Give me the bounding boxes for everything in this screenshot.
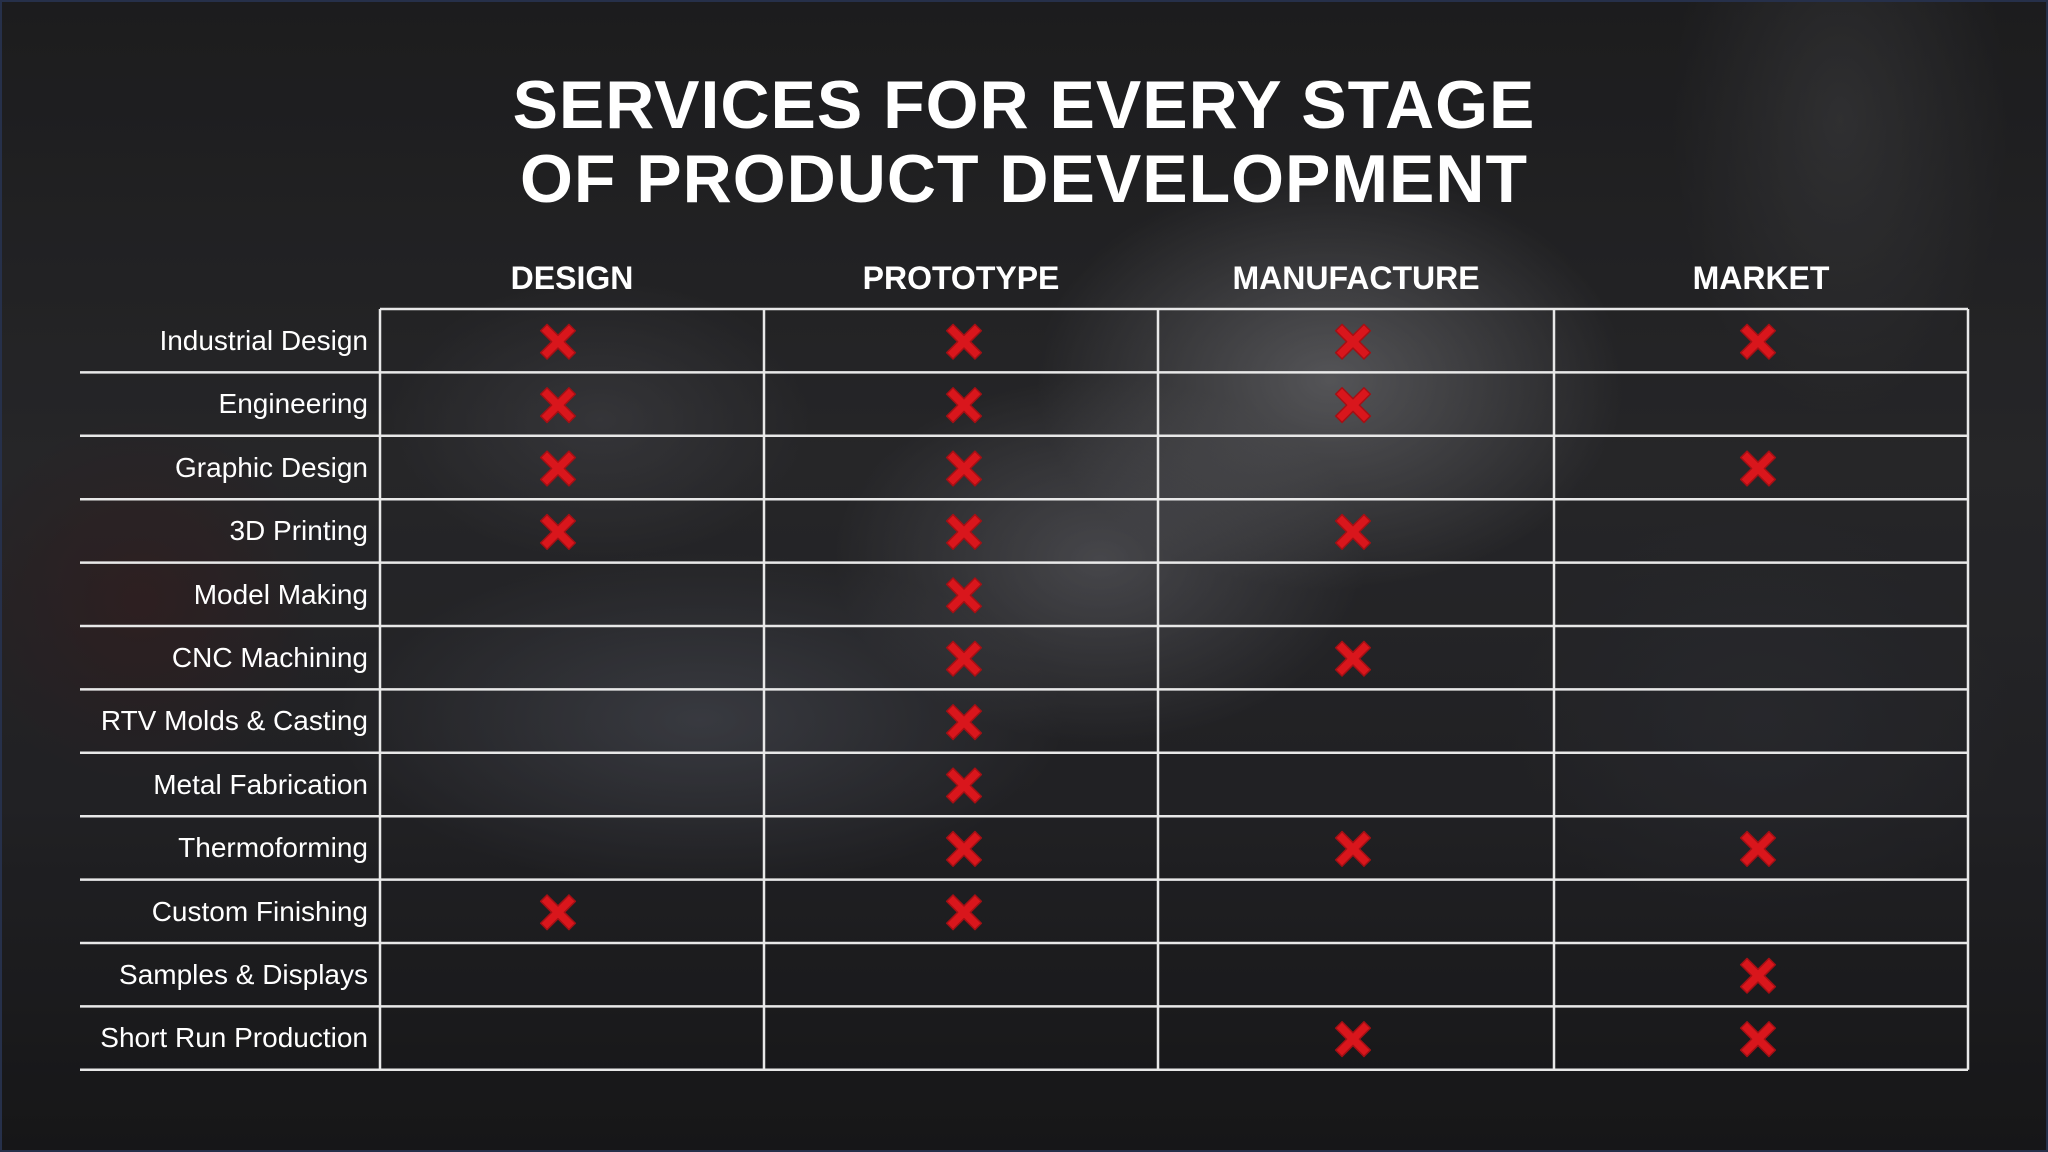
row-label: Short Run Production	[100, 1022, 368, 1054]
row-label: Model Making	[193, 578, 368, 610]
page-title: SERVICES FOR EVERY STAGE OF PRODUCT DEVE…	[0, 68, 2048, 216]
row-label: Custom Finishing	[151, 895, 368, 927]
column-header-prototype: PROTOTYPE	[862, 260, 1060, 296]
row-label: CNC Machining	[171, 642, 368, 673]
column-header-manufacture: MANUFACTURE	[1232, 260, 1480, 296]
title-line-2: OF PRODUCT DEVELOPMENT	[519, 141, 1529, 217]
column-header-market: MARKET	[1692, 260, 1830, 296]
row-label: 3D Printing	[229, 515, 368, 547]
row-label: Thermoforming	[178, 832, 368, 864]
row-label: Engineering	[218, 388, 368, 420]
row-label: Samples & Displays	[119, 959, 368, 990]
row-label: RTV Molds & Casting	[100, 705, 368, 737]
column-header-design: DESIGN	[510, 260, 634, 296]
row-label: Metal Fabrication	[153, 768, 368, 800]
title-line-1: SERVICES FOR EVERY STAGE	[512, 67, 1536, 143]
row-label: Industrial Design	[159, 325, 368, 356]
row-label: Graphic Design	[175, 451, 368, 483]
